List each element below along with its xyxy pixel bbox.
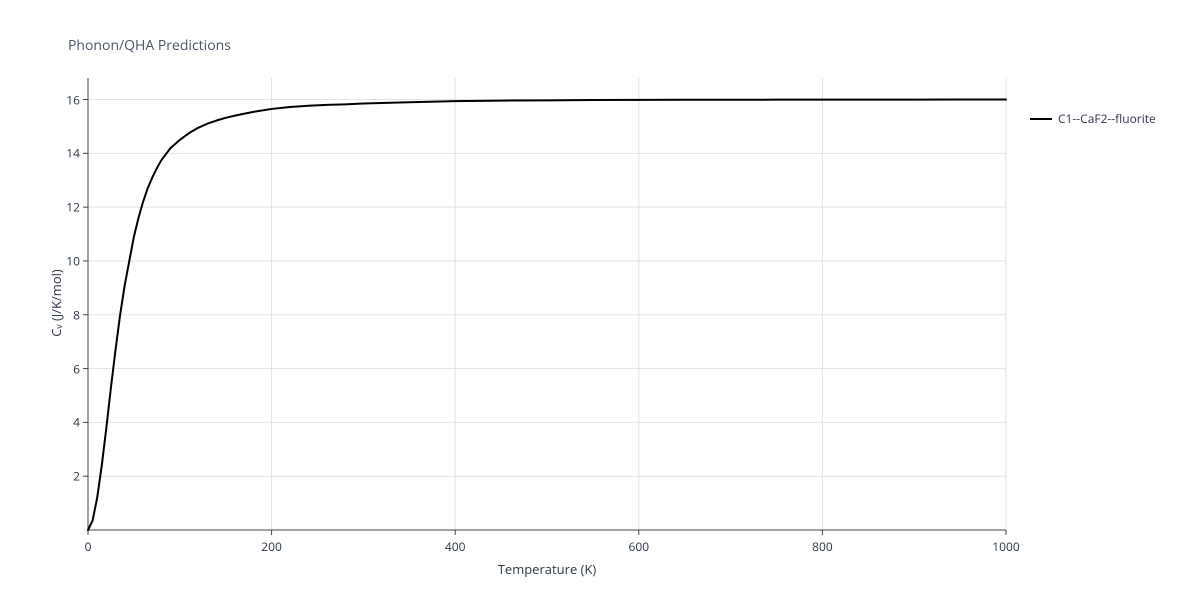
x-tick-label: 1000 <box>992 538 1019 555</box>
plot-svg <box>78 68 1016 540</box>
chart-title: Phonon/QHA Predictions <box>68 36 231 55</box>
legend-swatch <box>1030 118 1052 120</box>
y-tick-label: 4 <box>58 414 80 431</box>
chart-container: { "chart": { "type": "line", "title": "P… <box>0 0 1200 600</box>
legend-label: C1--CaF2--fluorite <box>1058 110 1156 127</box>
x-tick-label: 400 <box>445 538 466 555</box>
y-tick-label: 12 <box>58 199 80 216</box>
y-tick-label: 8 <box>58 306 80 323</box>
x-axis-label: Temperature (K) <box>487 560 607 578</box>
legend-item: C1--CaF2--fluorite <box>1030 110 1156 127</box>
y-tick-label: 16 <box>58 91 80 108</box>
y-tick-label: 2 <box>58 468 80 485</box>
y-tick-label: 14 <box>58 145 80 162</box>
y-tick-label: 6 <box>58 360 80 377</box>
x-tick-label: 200 <box>261 538 282 555</box>
x-tick-label: 600 <box>629 538 650 555</box>
x-tick-label: 0 <box>85 538 92 555</box>
y-tick-label: 10 <box>58 252 80 269</box>
y-axis-label: Cᵥ (J/K/mol) <box>47 263 65 343</box>
x-tick-label: 800 <box>812 538 833 555</box>
legend: C1--CaF2--fluorite <box>1030 110 1156 127</box>
